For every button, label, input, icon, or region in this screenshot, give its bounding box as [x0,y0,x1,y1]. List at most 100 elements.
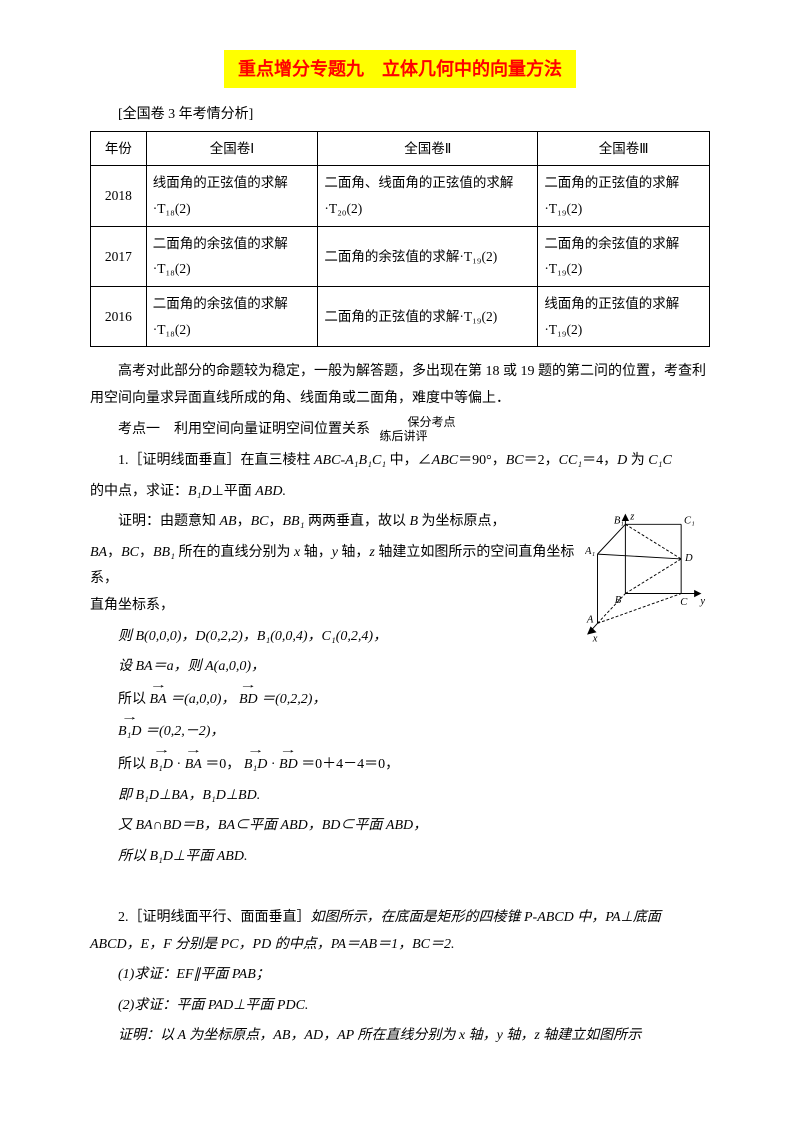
svg-text:D: D [684,553,693,564]
t: ， [237,514,251,529]
t: 为坐标原点， [418,514,506,529]
sym: D [617,453,627,468]
t: 在直三棱柱 [241,453,315,468]
cell: 线面角的正弦值的求解·T₁₉(2) [538,286,710,346]
t: ＝4， [582,453,617,468]
t: 两两垂直，故以 [304,514,409,529]
th-p2: 全国卷Ⅱ [318,131,538,166]
svg-text:y: y [699,596,705,607]
svg-text:x: x [592,634,598,645]
t: 轴， [338,545,370,560]
topic1-label: 考点一 利用空间向量证明空间位置关系 [118,422,370,437]
table-row: 2017 二面角的余弦值的求解·T₁₈(2) 二面角的余弦值的求解·T₁₉(2)… [91,226,710,286]
table-row: 2018 线面角的正弦值的求解·T₁₈(2) 二面角、线面角的正弦值的求解·T₂… [91,166,710,226]
t: ＝90°， [458,453,506,468]
topic1-stack: 保分考点 练后讲评 [380,416,456,444]
vec-bd: BD [239,685,258,714]
svg-text:B₁: B₁ [614,516,624,527]
q2-p1: (1)求证：EF∥平面 PAB； [118,962,710,989]
t: 所以 [118,692,146,707]
svg-text:z: z [629,512,634,523]
table-row: 2016 二面角的余弦值的求解·T₁₈(2) 二面角的正弦值的求解·T₁₉(2)… [91,286,710,346]
exam-table: 年份 全国卷Ⅰ 全国卷Ⅱ 全国卷Ⅲ 2018 线面角的正弦值的求解·T₁₈(2)… [90,131,710,347]
th-year: 年份 [91,131,147,166]
sym: CC₁ [559,453,583,468]
q1-block: 1.［证明线面垂直］在直三棱柱 ABC-A₁B₁C₁ 中，∠ABC＝90°，BC… [90,448,710,870]
title-wrap: 重点增分专题九 立体几何中的向量方法 [90,50,710,88]
sym: B₁D [188,484,212,499]
prism-diagram: B₁ C₁ A₁ D B C A z y x [585,507,710,657]
vec-ba: BA [150,685,167,714]
t: 证明：由题意知 [118,514,220,529]
sym: ABC-A₁B₁C₁ [314,453,386,468]
sym: BC [506,453,524,468]
th-p3: 全国卷Ⅲ [538,131,710,166]
t: ， [139,545,153,560]
q2-head: 2.［证明线面平行、面面垂直］ [118,910,311,925]
vec-b1d: B₁D [244,750,268,779]
cell-year: 2017 [91,226,147,286]
sym: AB [220,514,237,529]
svg-text:C₁: C₁ [684,516,695,527]
analysis-label: [全国卷 3 年考情分析] [118,102,710,129]
vec-b1d: B₁D [118,717,142,746]
t: ＝(a,0,0)， [170,692,235,707]
proof-set: 设 BA＝a，则 A(a,0,0)， [118,654,710,681]
cell: 二面角的余弦值的求解·T₁₈(2) [146,226,318,286]
vec-b1d: B₁D [150,750,174,779]
q1-line2: 的中点，求证：B₁D⊥平面 ABD. [90,479,710,506]
q1-head: 1.［证明线面垂直］ [118,453,241,468]
proof-concl: 所以 B₁D⊥平面 ABD. [118,844,710,871]
topic1-side2: 练后讲评 [380,429,428,443]
vec-bd: BD [279,750,298,779]
cell: 二面角的余弦值的求解·T₁₈(2) [146,286,318,346]
t: 的中点，求证： [90,484,188,499]
q1-stem: 1.［证明线面垂直］在直三棱柱 ABC-A₁B₁C₁ 中，∠ABC＝90°，BC… [90,448,710,475]
sym: C₁C [648,453,672,468]
table-header-row: 年份 全国卷Ⅰ 全国卷Ⅱ 全国卷Ⅲ [91,131,710,166]
proof-also: 又 BA∩BD＝B，BA⊂平面 ABD，BD⊂平面 ABD， [118,813,710,840]
sym: ABC [432,453,458,468]
svg-text:A₁: A₁ [585,546,595,557]
sym: ABD. [255,484,286,499]
q2-p2: (2)求证：平面 PAD⊥平面 PDC. [118,993,710,1020]
sym: BC [251,514,269,529]
svg-text:A: A [586,615,594,626]
t: ， [107,545,121,560]
cell: 二面角的正弦值的求解·T₁₉(2) [538,166,710,226]
t: ＝2， [524,453,559,468]
sym: B [409,514,418,529]
cell-year: 2016 [91,286,147,346]
th-p1: 全国卷Ⅰ [146,131,318,166]
cell-year: 2018 [91,166,147,226]
q2-stem: 2.［证明线面平行、面面垂直］如图所示，在底面是矩形的四棱锥 P-ABCD 中，… [90,905,710,958]
topic1-row: 考点一 利用空间向量证明空间位置关系 保分考点 练后讲评 [90,416,710,444]
t: ＝0， [205,757,240,772]
q2-block: 2.［证明线面平行、面面垂直］如图所示，在底面是矩形的四棱锥 P-ABCD 中，… [90,905,710,1050]
t: 所在的直线分别为 [175,545,294,560]
page-title: 重点增分专题九 立体几何中的向量方法 [224,50,576,88]
t: 轴， [300,545,332,560]
t: ⊥平面 [212,484,256,499]
q2-pf: 证明：以 A 为坐标原点，AB，AD，AP 所在直线分别为 x 轴，y 轴，z … [118,1023,710,1050]
vec-ba: BA [185,750,202,779]
cell: 二面角、线面角的正弦值的求解·T₂₀(2) [318,166,538,226]
svg-text:C: C [680,597,688,608]
cell: 二面角的余弦值的求解·T₁₉(2) [538,226,710,286]
t: ， [269,514,283,529]
cell: 线面角的正弦值的求解·T₁₈(2) [146,166,318,226]
sym: BB₁ [153,545,175,560]
sym: BB₁ [283,514,305,529]
cell: 二面角的正弦值的求解·T₁₉(2) [318,286,538,346]
proof-vec1: 所以 BA ＝(a,0,0)， BD ＝(0,2,2)， [118,685,710,714]
proof-dot: 所以 B₁D · BA ＝0， B₁D · BD ＝0＋4－4＝0， [118,750,710,779]
proof-ie: 即 B₁D⊥BA，B₁D⊥BD. [118,783,710,810]
t: 所以 [118,757,146,772]
t: 为 [627,453,648,468]
t: ＝0＋4－4＝0， [301,757,399,772]
sym: BA [90,545,107,560]
svg-text:B: B [615,595,622,606]
t: ＝(0,2,－2)， [145,724,224,739]
t: 中，∠ [386,453,432,468]
sym: BC [121,545,139,560]
